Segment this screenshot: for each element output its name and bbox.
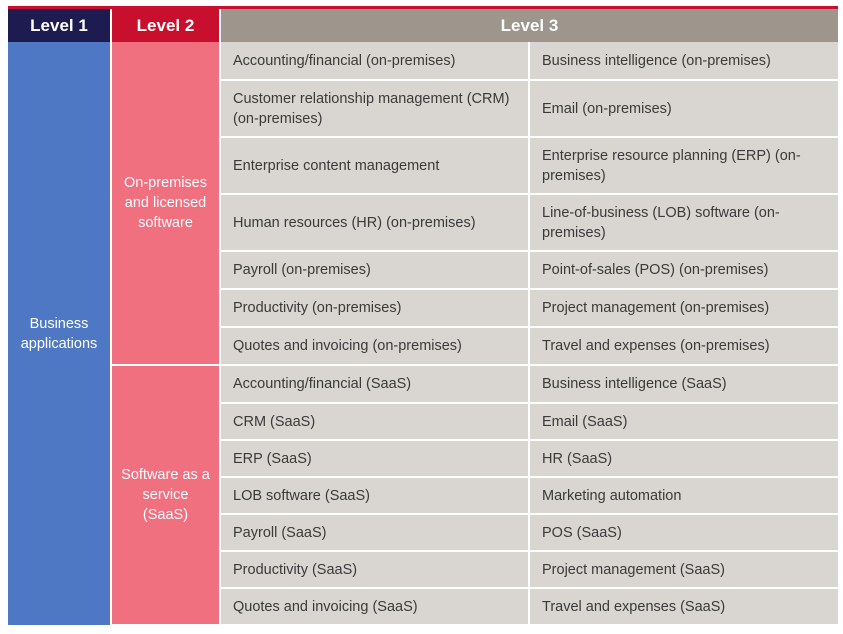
level2-cell: On-premises and licensed software	[111, 42, 221, 366]
level3-cell: Customer relationship management (CRM) (…	[220, 80, 530, 138]
table-row: Business applications On-premises and lic…	[8, 42, 838, 625]
level3-cell: LOB software (SaaS)	[220, 477, 530, 515]
level3-cell: Project management (SaaS)	[529, 551, 838, 589]
level2-cell: Software as a service (SaaS)	[111, 365, 221, 626]
level3-cell: Accounting/financial (on-premises)	[220, 42, 530, 81]
level3-cell: Point-of-sales (POS) (on-premises)	[529, 251, 838, 290]
level2-header: Level 2	[111, 9, 221, 42]
table-row: Productivity (on-premises) Project manage…	[8, 289, 838, 328]
level3-cell: Email (on-premises)	[529, 80, 838, 138]
level3-cell: ERP (SaaS)	[220, 440, 530, 478]
level3-header: Level 3	[220, 9, 838, 42]
table-row: Productivity (SaaS) Project management (S…	[8, 551, 838, 589]
table-row: Customer relationship management (CRM) (…	[8, 80, 838, 138]
table-row: Software as a service (SaaS) Accounting/f…	[8, 365, 838, 626]
table-row: Payroll (SaaS) POS (SaaS)	[8, 514, 838, 552]
level3-cell: CRM (SaaS)	[220, 403, 530, 441]
level3-cell: Travel and expenses (on-premises)	[529, 327, 838, 366]
level3-cell: POS (SaaS)	[529, 514, 838, 552]
table-row: CRM (SaaS) Email (SaaS)	[8, 403, 838, 441]
table-row: LOB software (SaaS) Marketing automation	[8, 477, 838, 515]
level3-cell: Quotes and invoicing (SaaS)	[220, 588, 530, 626]
level3-cell: Accounting/financial (SaaS)	[220, 365, 530, 404]
level3-cell: Email (SaaS)	[529, 403, 838, 441]
level3-cell: Business intelligence (SaaS)	[529, 365, 838, 404]
level3-cell: Marketing automation	[529, 477, 838, 515]
level3-cell: HR (SaaS)	[529, 440, 838, 478]
taxonomy-table: Level 1 Level 2 Level 3 Business applica…	[8, 9, 838, 626]
level3-cell: Enterprise resource planning (ERP) (on-p…	[529, 137, 838, 195]
level3-cell: Line-of-business (LOB) software (on-prem…	[529, 194, 838, 252]
level3-cell: Productivity (SaaS)	[220, 551, 530, 589]
table-row: ERP (SaaS) HR (SaaS)	[8, 440, 838, 478]
table-row: Quotes and invoicing (SaaS) Travel and ex…	[8, 588, 838, 626]
level3-cell: Project management (on-premises)	[529, 289, 838, 328]
level3-cell: Business intelligence (on-premises)	[529, 42, 838, 81]
table-row: Enterprise content management Enterprise …	[8, 137, 838, 195]
level3-cell: Travel and expenses (SaaS)	[529, 588, 838, 626]
table-row: Quotes and invoicing (on-premises) Travel…	[8, 327, 838, 366]
level3-cell: Enterprise content management	[220, 137, 530, 195]
level3-cell: Productivity (on-premises)	[220, 289, 530, 328]
level3-cell: Quotes and invoicing (on-premises)	[220, 327, 530, 366]
level3-cell: Human resources (HR) (on-premises)	[220, 194, 530, 252]
header-accent-line	[8, 6, 838, 9]
level3-cell: Payroll (SaaS)	[220, 514, 530, 552]
level1-header: Level 1	[8, 9, 112, 42]
table-row: Payroll (on-premises) Point-of-sales (POS…	[8, 251, 838, 290]
header-row: Level 1 Level 2 Level 3	[8, 9, 838, 42]
table-row: Human resources (HR) (on-premises) Line-o…	[8, 194, 838, 252]
level1-cell: Business applications	[8, 42, 112, 625]
table-body: Business applications On-premises and lic…	[8, 42, 838, 626]
level3-cell: Payroll (on-premises)	[220, 251, 530, 290]
